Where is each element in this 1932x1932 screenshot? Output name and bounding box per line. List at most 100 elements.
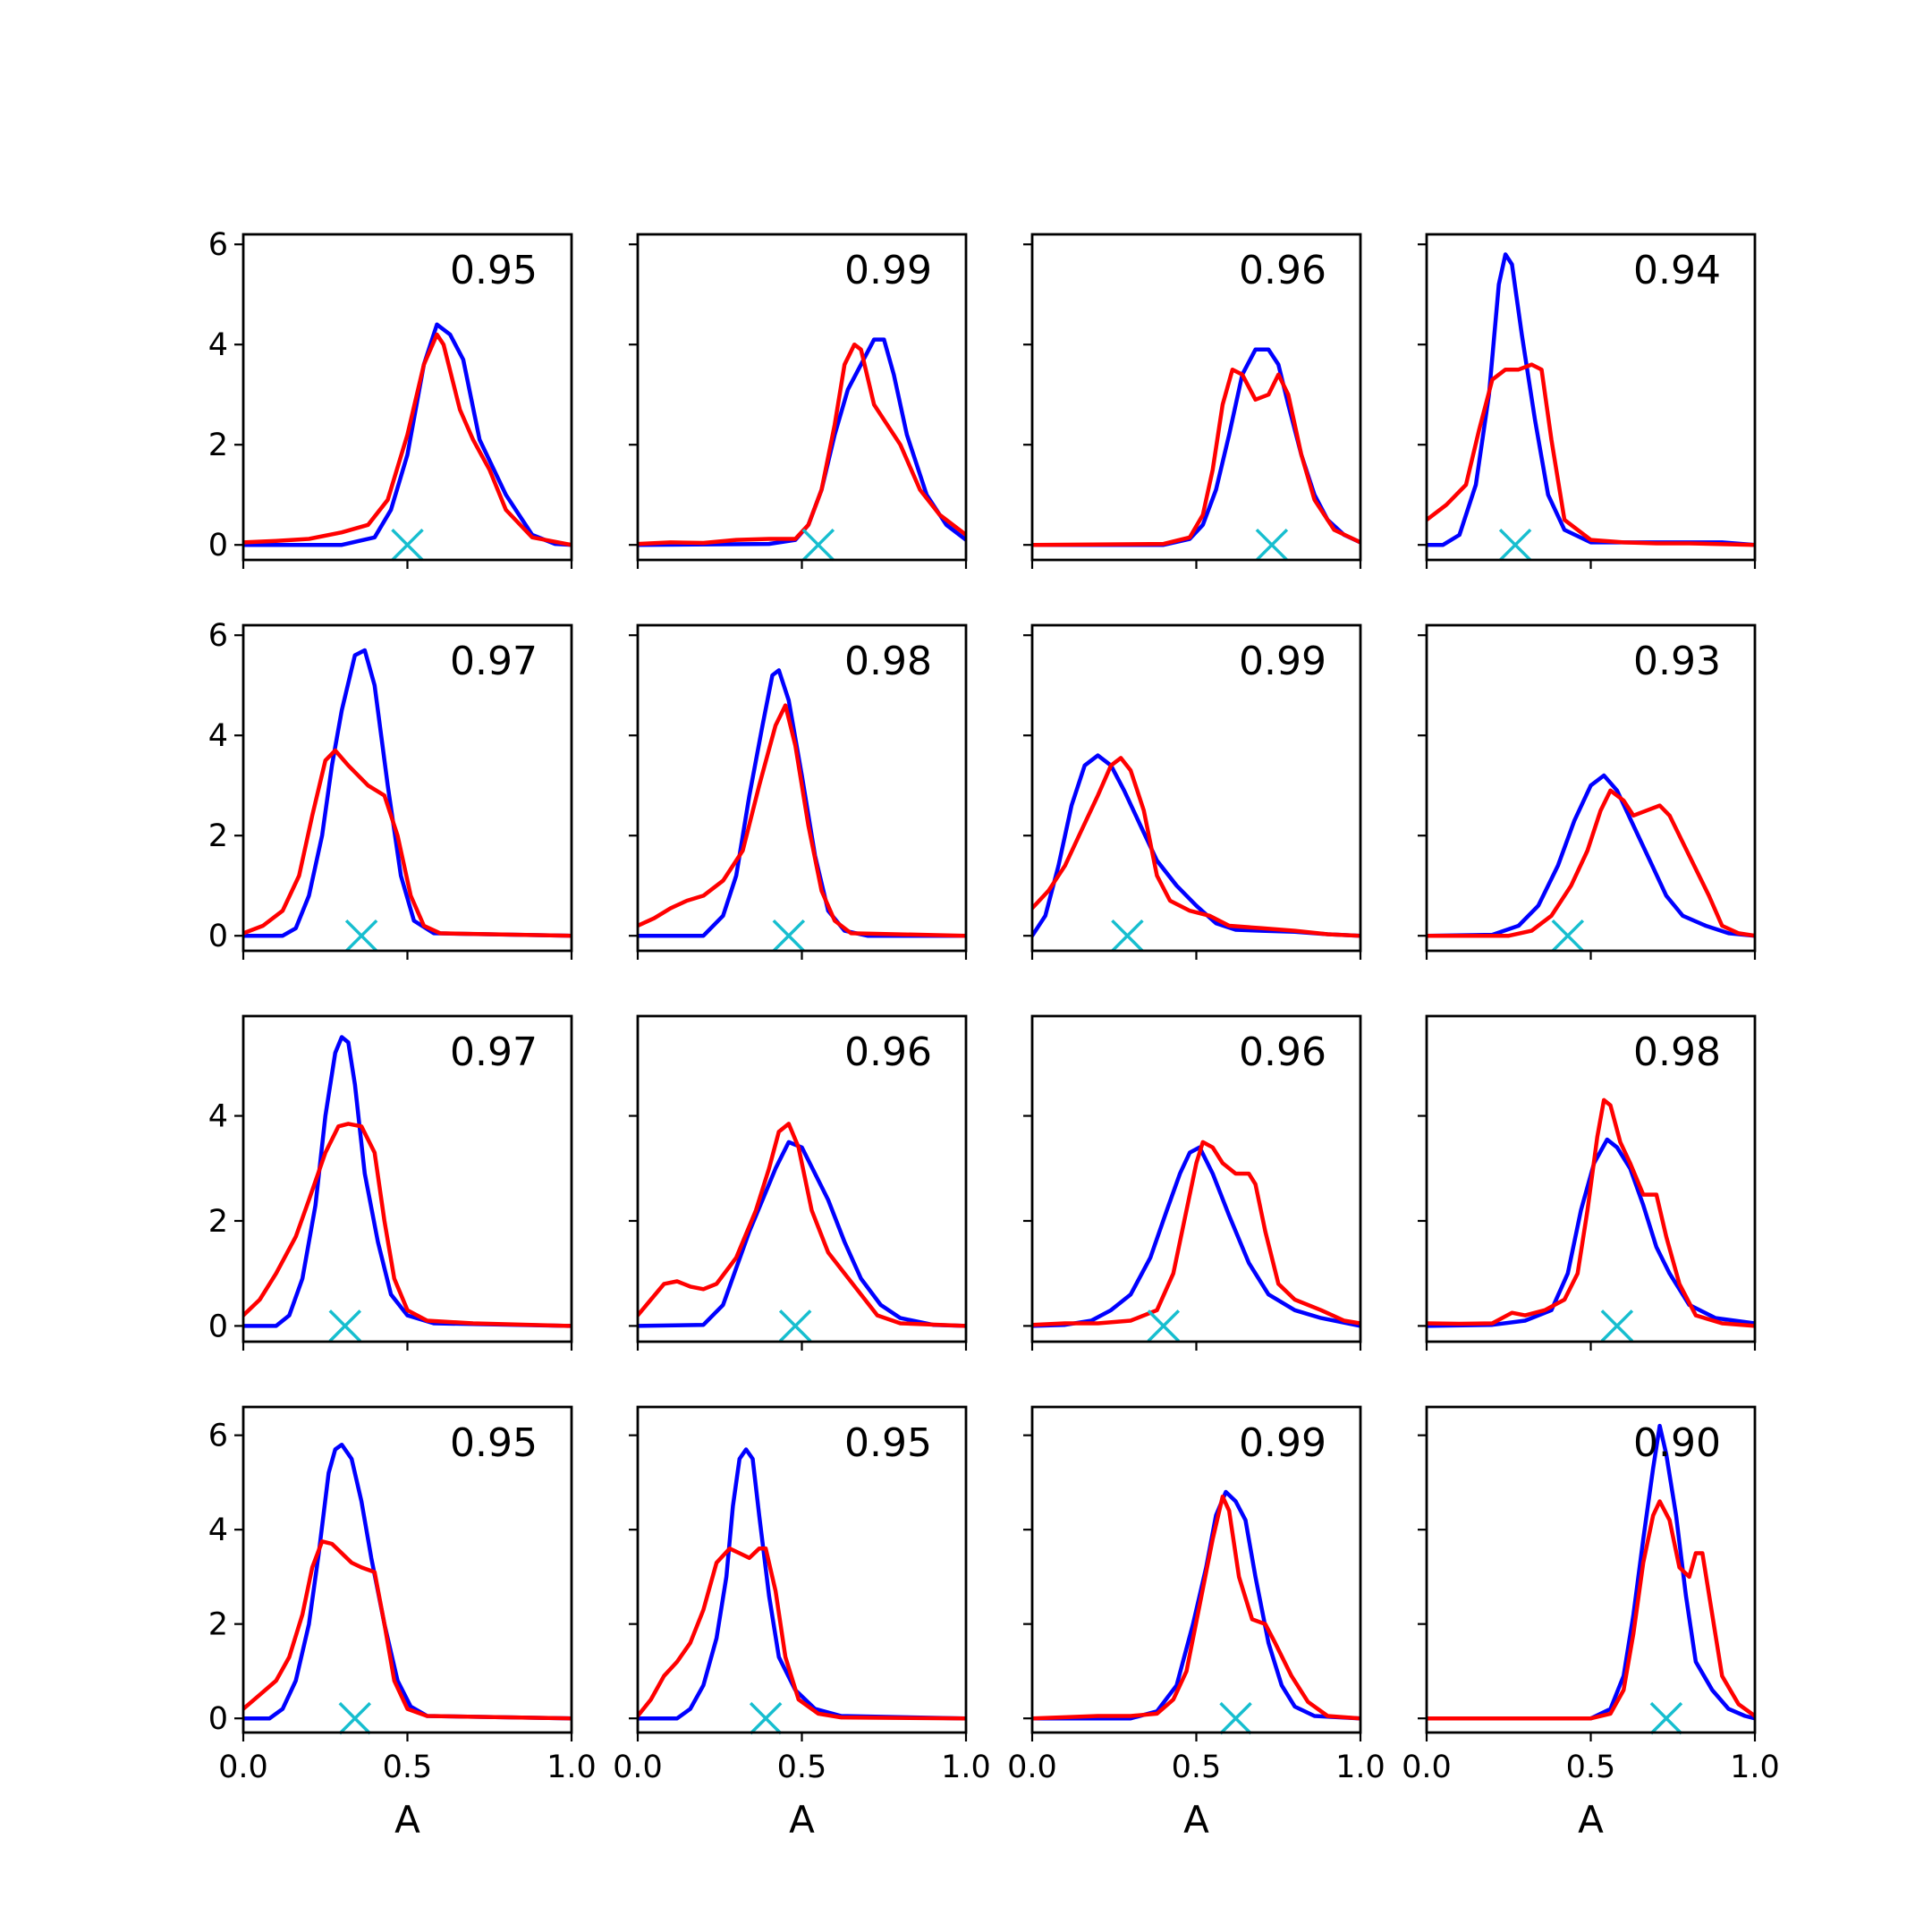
- x-marker-stroke: [1551, 919, 1585, 953]
- panel-score-label: 0.95: [450, 248, 538, 293]
- blue-curve: [1427, 773, 1755, 938]
- x-marker: [1551, 919, 1585, 953]
- y-tick-label: 0: [208, 528, 228, 564]
- blue-curve: [638, 1140, 966, 1328]
- x-marker-stroke: [344, 919, 378, 953]
- y-tick-label: 2: [208, 1204, 228, 1240]
- x-marker-stroke: [1111, 919, 1144, 953]
- y-tick-label: 4: [208, 1513, 228, 1548]
- y-tick-label: 0: [208, 1701, 228, 1737]
- x-marker-stroke: [328, 1309, 362, 1343]
- red-curve: [243, 1539, 572, 1721]
- red-curve: [638, 1122, 966, 1328]
- x-axis-label: A: [789, 1798, 815, 1842]
- x-tick-label: 0.5: [383, 1750, 433, 1785]
- panel-3-3: 0.96: [1023, 1014, 1362, 1351]
- panel-score-label: 0.97: [450, 639, 538, 684]
- y-tick-label: 6: [208, 227, 228, 263]
- x-marker-stroke: [1219, 1701, 1252, 1735]
- y-tick-label: 4: [208, 1099, 228, 1135]
- x-marker: [772, 919, 806, 953]
- panel-score-label: 0.95: [450, 1420, 538, 1466]
- panel-1-1: 0 2 4 6 0.95: [208, 227, 573, 569]
- x-marker: [344, 919, 378, 953]
- x-tick-label: 0.0: [613, 1750, 663, 1785]
- panel-score-label: 0.99: [1239, 639, 1326, 684]
- y-tick-label: 2: [208, 1607, 228, 1643]
- red-curve: [1032, 756, 1360, 938]
- panel-score-label: 0.99: [1239, 1420, 1326, 1466]
- panel-2-1: 0 2 4 6 0.97: [208, 618, 573, 960]
- x-tick-label: 0.5: [1566, 1750, 1616, 1785]
- y-tick-label: 2: [208, 428, 228, 463]
- red-curve: [243, 332, 572, 547]
- x-marker-stroke: [1498, 528, 1532, 562]
- x-marker: [778, 1309, 812, 1343]
- x-marker: [1255, 528, 1289, 562]
- x-marker-stroke: [1600, 1309, 1634, 1343]
- x-marker: [1147, 1309, 1181, 1343]
- red-curve: [1032, 367, 1360, 547]
- blue-curve: [243, 322, 572, 547]
- panel-2-2: 0.98: [629, 623, 968, 960]
- x-marker: [338, 1701, 372, 1735]
- x-marker-stroke: [338, 1701, 372, 1735]
- red-curve: [1032, 1140, 1360, 1327]
- blue-curve: [1427, 1423, 1755, 1721]
- x-marker-stroke: [1255, 528, 1289, 562]
- blue-curve: [1032, 1145, 1360, 1328]
- red-curve: [638, 703, 966, 938]
- x-tick-label: 1.0: [1335, 1750, 1385, 1785]
- x-marker-stroke: [772, 919, 806, 953]
- blue-curve: [243, 1035, 572, 1328]
- y-tick-label: 4: [208, 327, 228, 363]
- y-tick-label: 6: [208, 618, 228, 654]
- red-curve: [1032, 1494, 1360, 1721]
- panel-1-3: 0.96: [1023, 233, 1362, 569]
- x-tick-label: 0.0: [1007, 1750, 1057, 1785]
- x-marker-stroke: [778, 1309, 812, 1343]
- panel-score-label: 0.96: [844, 1030, 932, 1075]
- x-marker-stroke: [749, 1701, 783, 1735]
- x-marker: [1219, 1701, 1252, 1735]
- blue-curve: [1427, 1137, 1755, 1328]
- panel-1-4: 0.94: [1418, 233, 1757, 569]
- x-tick-label: 1.0: [1730, 1750, 1780, 1785]
- panel-score-label: 0.90: [1633, 1420, 1721, 1466]
- panel-score-label: 0.93: [1633, 639, 1721, 684]
- red-curve: [1427, 1097, 1755, 1328]
- red-curve: [243, 1122, 572, 1328]
- x-marker: [1498, 528, 1532, 562]
- x-marker: [1649, 1701, 1683, 1735]
- x-marker: [328, 1309, 362, 1343]
- x-tick-label: 0.0: [1402, 1750, 1452, 1785]
- x-marker-stroke: [1649, 1701, 1683, 1735]
- blue-curve: [1032, 1489, 1360, 1721]
- panel-1-2: 0.99: [629, 233, 968, 569]
- y-tick-label: 0: [208, 919, 228, 954]
- red-curve: [1427, 788, 1755, 938]
- x-marker-stroke: [391, 528, 424, 562]
- panel-3-1: 0 2 4 0.97: [208, 1014, 573, 1351]
- panels-grid: 0 2 4 6 0.95 0.99 0.96 0.94 0 2 4 6 0.97 0.98 0.99 0.93…: [208, 227, 1780, 1842]
- x-marker: [801, 528, 835, 562]
- x-tick-label: 0.5: [1172, 1750, 1222, 1785]
- y-tick-label: 6: [208, 1419, 228, 1454]
- panel-3-2: 0.96: [629, 1014, 968, 1351]
- blue-curve: [638, 1447, 966, 1721]
- panel-3-4: 0.98: [1418, 1014, 1757, 1351]
- panel-4-4: 0.0 0.5 1.0 A 0.90: [1402, 1405, 1780, 1842]
- blue-curve: [243, 1442, 572, 1721]
- x-marker: [1111, 919, 1144, 953]
- x-axis-label: A: [394, 1798, 420, 1842]
- panel-score-label: 0.95: [844, 1420, 932, 1466]
- panel-score-label: 0.96: [1239, 1030, 1326, 1075]
- x-marker: [749, 1701, 783, 1735]
- x-tick-label: 1.0: [547, 1750, 597, 1785]
- panel-4-2: 0.0 0.5 1.0 A 0.95: [613, 1405, 991, 1842]
- x-tick-label: 0.5: [777, 1750, 827, 1785]
- x-axis-label: A: [1183, 1798, 1209, 1842]
- x-tick-label: 1.0: [941, 1750, 991, 1785]
- x-tick-label: 0.0: [218, 1750, 268, 1785]
